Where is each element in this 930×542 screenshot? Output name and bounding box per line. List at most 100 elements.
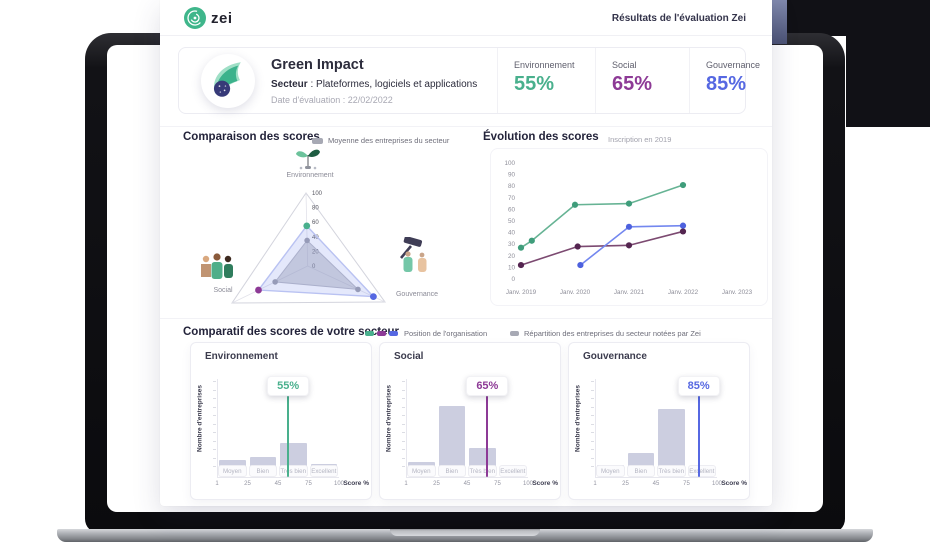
radar-legend-label: Moyenne des entreprises du secteur: [328, 136, 450, 145]
zei-logo[interactable]: zei: [184, 7, 233, 29]
legend-dist-label: Répartition des entreprises du secteur n…: [524, 329, 701, 338]
y-tick: 0: [511, 276, 515, 283]
x-tick: 45: [463, 481, 471, 487]
x-tick: 1: [404, 481, 408, 487]
dashboard-panel[interactable]: zei Résultats de l'évaluation Zei Green …: [160, 0, 772, 506]
bar-chart-title: Gouvernance: [583, 351, 647, 362]
x-axis-label: Score %: [343, 480, 369, 487]
y-tick-mark: [213, 398, 216, 399]
y-tick-mark: [591, 466, 594, 467]
legend-swatch-gray: [510, 331, 519, 336]
y-tick-mark: [402, 440, 405, 442]
y-tick-mark: [213, 432, 216, 433]
radar-section-title: Comparaison des scores: [183, 131, 320, 143]
x-tick: 100: [333, 481, 344, 487]
background-navy-strip: [770, 0, 787, 44]
y-tick: 60: [508, 206, 516, 213]
bar-Très bien: [658, 409, 685, 471]
bar-chart-title: Environnement: [205, 351, 278, 362]
governance-gavel-icon: [400, 237, 427, 272]
marker-Social: [574, 243, 581, 250]
radar-axis-environnement: Environnement: [286, 172, 334, 179]
y-tick: 80: [508, 183, 516, 190]
x-tick: Janv. 2020: [560, 289, 591, 296]
bar-chart-plot: Moyen Bien Très bien Excellent 1 25 45 75 100 Sco…: [191, 343, 371, 499]
radar-legend: Moyenne des entreprises du secteur: [312, 136, 449, 145]
x-tick: Janv. 2021: [614, 289, 645, 296]
y-tick: 50: [508, 218, 516, 225]
score-marker-line: [486, 396, 489, 477]
legend-swatch-blue: [389, 331, 398, 336]
y-tick-mark: [213, 440, 216, 442]
x-tick: 45: [652, 481, 660, 487]
y-tick-mark: [402, 449, 405, 450]
legend-org-label: Position de l'organisation: [404, 329, 488, 338]
x-tick: 25: [244, 481, 251, 487]
score-marker-line: [287, 396, 290, 477]
radar-scale-tick: 100: [312, 191, 323, 197]
radar-average-dot: [272, 279, 278, 285]
radar-organisation-dot: [370, 293, 377, 300]
marker-Gouvernance: [625, 223, 633, 230]
x-tick: 25: [622, 481, 629, 487]
legend-repartition: Répartition des entreprises du secteur n…: [510, 329, 701, 338]
evolution-section-title: Évolution des scores: [483, 131, 599, 143]
radar-organisation-dot: [255, 286, 262, 294]
y-tick-mark: [213, 449, 216, 450]
y-tick-mark: [402, 381, 405, 382]
radar-scale-tick: 0: [312, 264, 316, 270]
y-tick: 100: [504, 160, 515, 167]
sector-section-title: Comparatif des scores de votre secteur: [183, 326, 400, 338]
y-tick: 70: [508, 195, 516, 202]
band-label-Moyen: Moyen: [596, 465, 625, 477]
score-label: Social: [612, 60, 637, 70]
radar-scale-tick: 40: [312, 235, 319, 241]
band-label-Bien: Bien: [626, 465, 655, 477]
score-label: Environnement: [514, 60, 575, 70]
x-tick: 75: [683, 481, 690, 487]
logo-text: zei: [211, 9, 233, 27]
band-label-Moyen: Moyen: [407, 465, 436, 477]
evolution-subtitle: Inscription en 2019: [608, 135, 672, 144]
y-tick-mark: [213, 457, 216, 459]
company-card: Green Impact Secteur : Plateformes, logi…: [178, 47, 760, 114]
sector-label: Secteur: [271, 79, 308, 90]
legend-swatch-purple: [377, 331, 386, 336]
y-tick-mark: [591, 389, 594, 391]
y-tick-mark: [402, 432, 405, 433]
social-people-icon: [201, 253, 233, 279]
score-marker-line: [697, 396, 700, 477]
y-tick-mark: [402, 423, 405, 425]
bar-chart-plot: Moyen Bien Très bien Excellent 1 25 45 75 100 Sco…: [380, 343, 560, 499]
y-tick-mark: [402, 457, 405, 459]
band-label-Bien: Bien: [248, 465, 277, 477]
y-tick: 30: [508, 241, 516, 248]
radar-scale-tick: 60: [312, 220, 319, 226]
bar-chart-plot: Moyen Bien Très bien Excellent 1 25 45 75 100 Sco…: [569, 343, 749, 499]
y-tick-mark: [591, 406, 594, 408]
radar-average-dot: [304, 237, 310, 244]
marker-Environnement: [571, 201, 579, 208]
band-label-Très bien: Très bien: [279, 465, 308, 477]
legend-swatch-green: [365, 331, 374, 336]
score-gouvernance: Gouvernance 85%: [689, 48, 760, 113]
y-tick-mark: [591, 398, 594, 399]
y-tick: 90: [508, 172, 516, 179]
x-tick: 1: [593, 481, 597, 487]
band-label-Excellent: Excellent: [309, 465, 338, 477]
comet-icon: [213, 62, 241, 97]
x-tick: Janv. 2022: [668, 289, 699, 296]
section-divider: [160, 318, 772, 319]
radar-scale-tick: 20: [312, 249, 319, 255]
evaluation-date: Date d'évaluation : 22/02/2022: [271, 95, 393, 105]
x-axis: [217, 477, 339, 478]
y-tick-mark: [591, 381, 594, 382]
x-tick: 25: [433, 481, 440, 487]
y-tick-mark: [591, 432, 594, 433]
score-social: Social 65%: [595, 48, 689, 113]
x-tick: Janv. 2019: [506, 289, 537, 296]
radar-chart: 100 80 60 40 20 0: [231, 191, 386, 304]
band-label-Moyen: Moyen: [218, 465, 247, 477]
sector-chart-social: Social Nombre d'entreprises Moyen Bien Trè…: [379, 342, 561, 500]
